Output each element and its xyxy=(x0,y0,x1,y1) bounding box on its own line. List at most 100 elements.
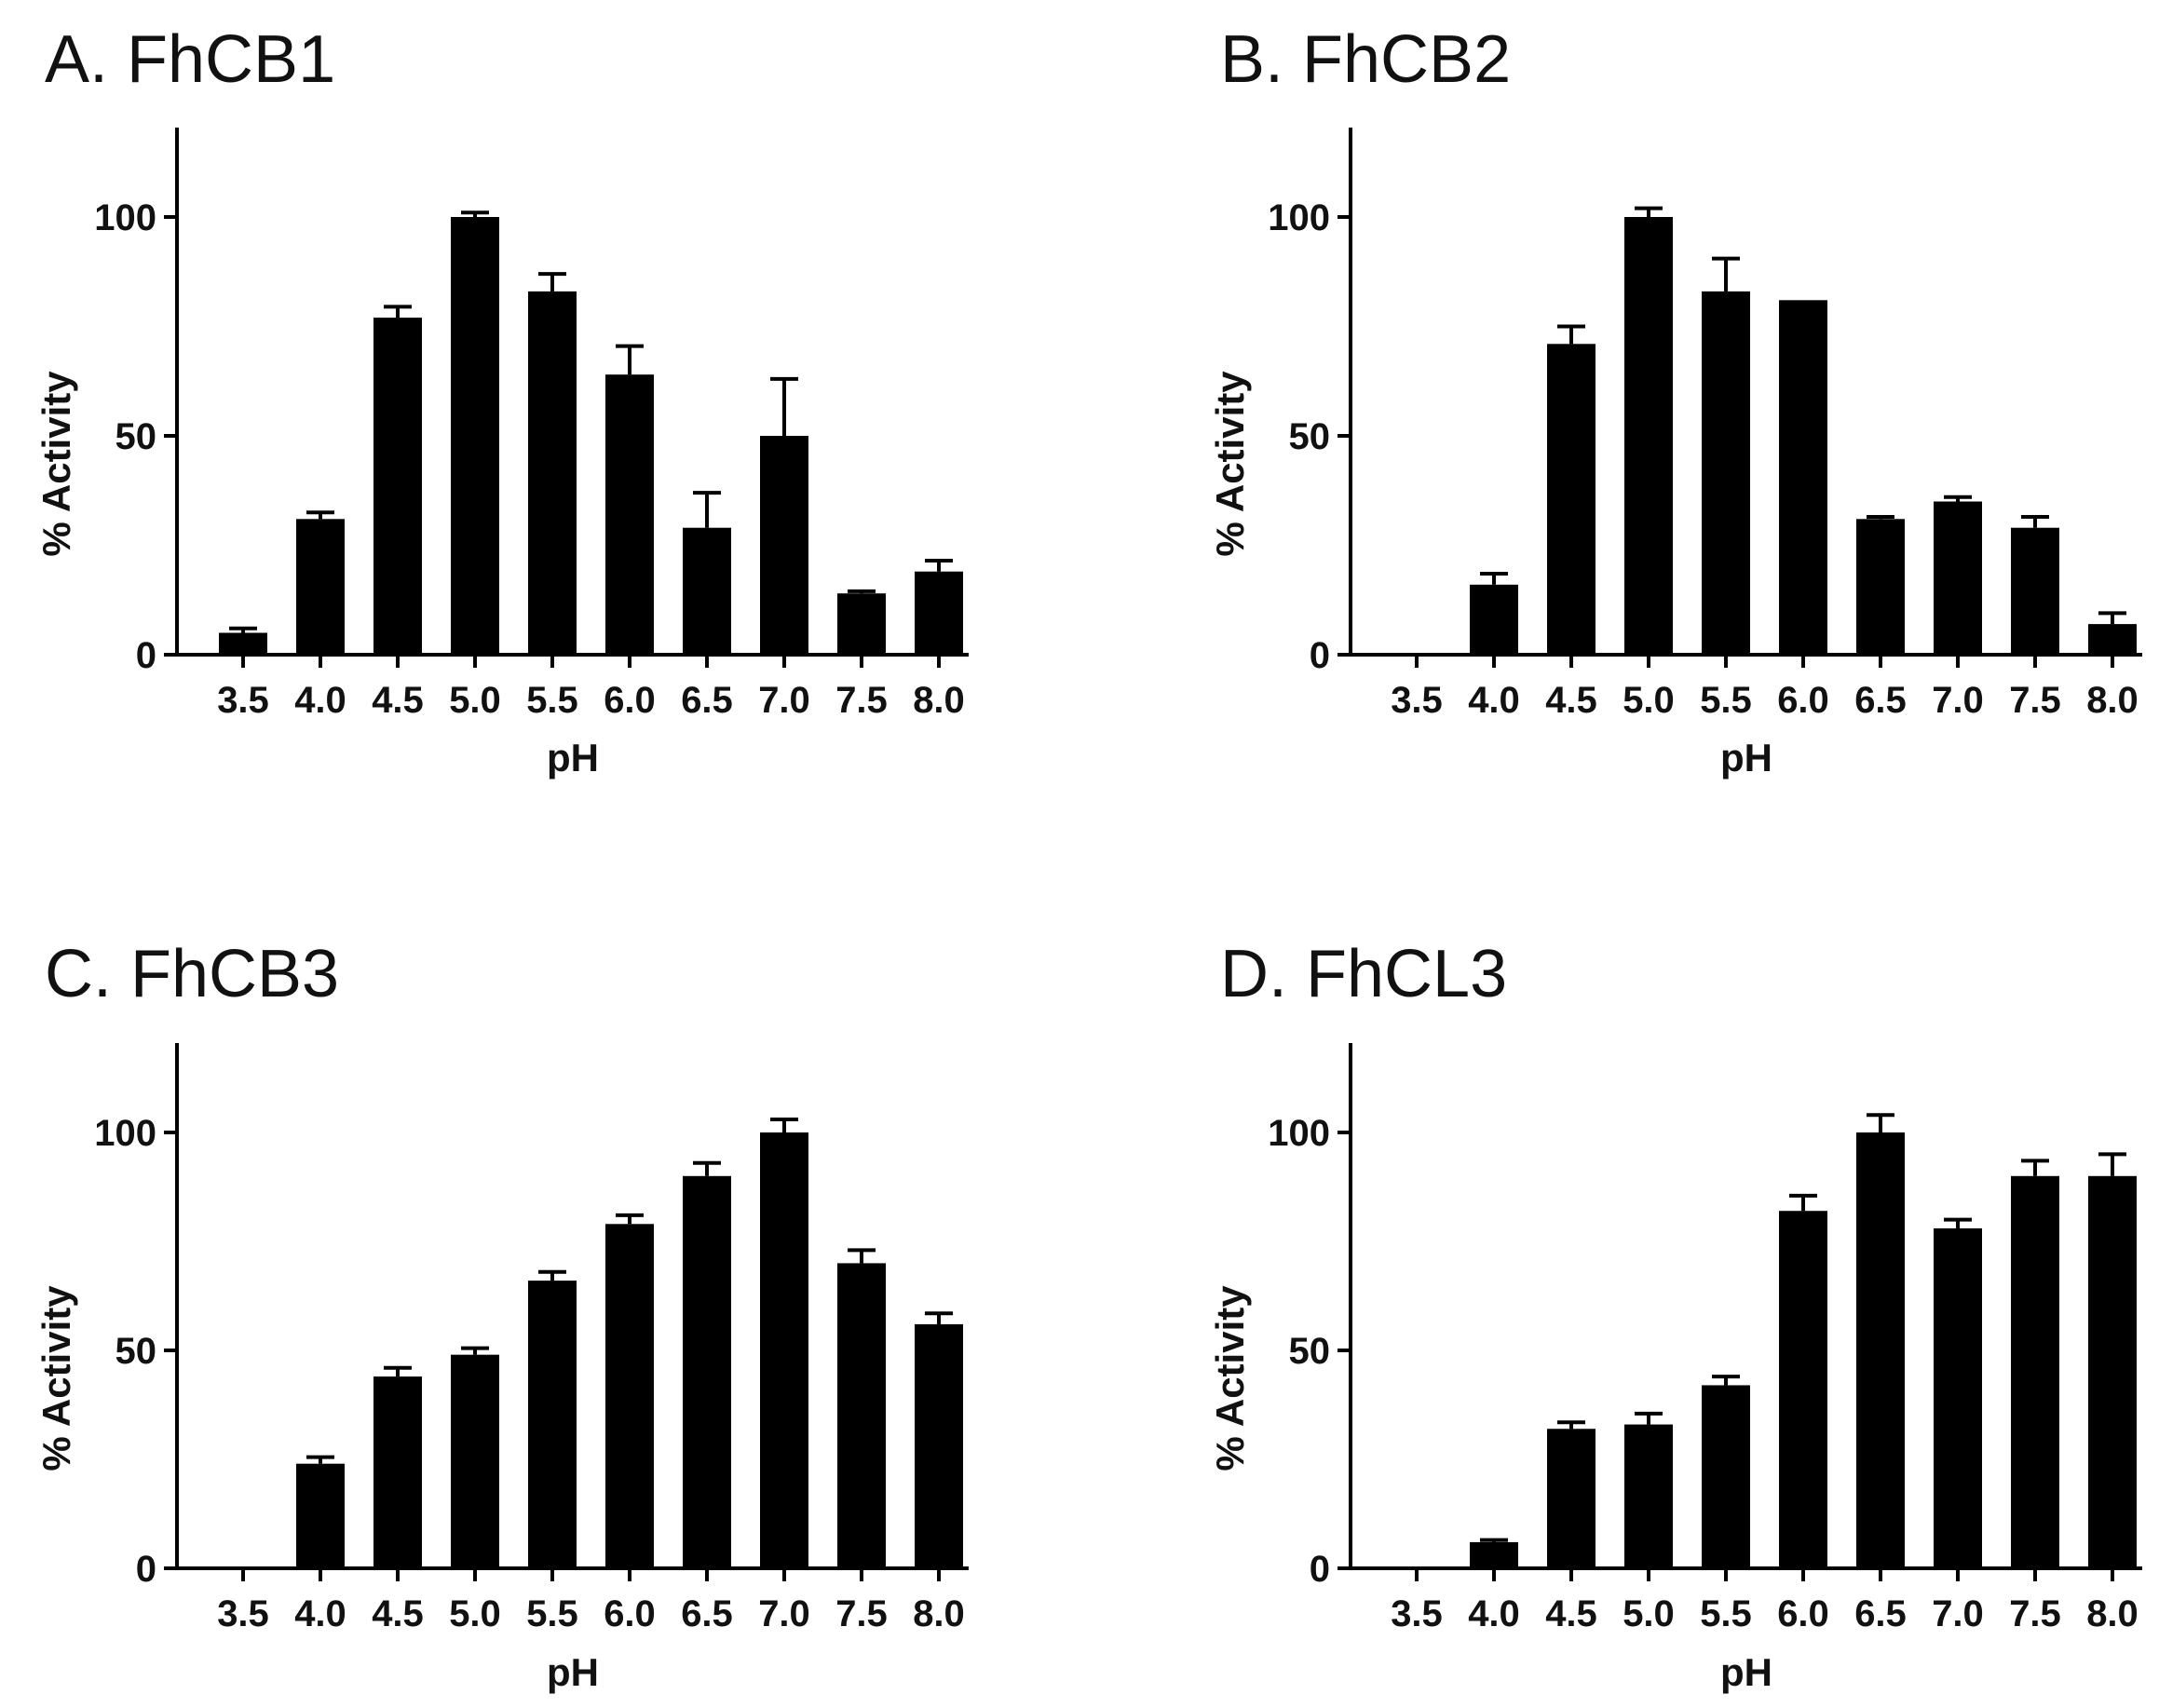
y-tick-label: 0 xyxy=(136,1549,156,1590)
x-tick-label: 6.0 xyxy=(1777,1593,1829,1634)
chart-title: B. FhCB2 xyxy=(1220,22,1511,97)
bar xyxy=(915,1323,963,1568)
x-axis-label: pH xyxy=(1720,736,1772,779)
bar xyxy=(683,1175,731,1568)
x-tick-label: 6.5 xyxy=(681,680,733,721)
y-axis-label: % Activity xyxy=(1208,1285,1252,1471)
chart-panel-4: D. FhCL3 0 50 100 % Activity 3.5 4.0 4.5 5.0 5.5 6… xyxy=(1208,937,2142,1694)
x-tick-label: 6.5 xyxy=(681,1593,733,1634)
bar xyxy=(1624,217,1673,655)
bar xyxy=(683,527,731,655)
x-tick-label: 4.5 xyxy=(1545,1593,1597,1634)
bar xyxy=(528,291,577,655)
bar xyxy=(1470,584,1518,655)
x-tick-label: 5.5 xyxy=(526,680,578,721)
bar xyxy=(1624,1424,1673,1568)
bar xyxy=(2088,624,2137,655)
bar xyxy=(451,217,499,655)
x-tick-label: 6.0 xyxy=(604,1593,656,1634)
bar xyxy=(1934,501,1982,655)
y-tick-label: 0 xyxy=(1310,1549,1330,1590)
x-tick-label: 7.5 xyxy=(835,680,888,721)
y-axis-label: % Activity xyxy=(1208,371,1252,557)
bar xyxy=(219,632,267,655)
x-tick-label: 5.5 xyxy=(1700,1593,1752,1634)
chart-title: D. FhCL3 xyxy=(1220,937,1507,1011)
x-tick-label: 4.0 xyxy=(294,1593,346,1634)
x-tick-label: 7.0 xyxy=(758,680,810,721)
bar xyxy=(1779,1211,1827,1568)
x-tick-label: 8.0 xyxy=(2086,680,2139,721)
x-tick-label: 3.5 xyxy=(1391,1593,1443,1634)
y-tick-label: 100 xyxy=(1268,197,1330,238)
x-tick-label: 4.5 xyxy=(372,680,424,721)
y-tick-label: 50 xyxy=(1289,416,1331,457)
y-tick-label: 0 xyxy=(136,635,156,676)
bar xyxy=(760,436,808,655)
y-tick-label: 50 xyxy=(115,416,157,457)
chart-panel-1: A. FhCB1 0 50 100 % Activity 3.5 4.0 4.5 5.0 5.5 6… xyxy=(34,22,969,779)
x-tick-label: 7.5 xyxy=(835,1593,888,1634)
bar xyxy=(1470,1541,1518,1568)
bar xyxy=(296,1463,345,1568)
x-tick-label: 8.0 xyxy=(2086,1593,2139,1634)
bar xyxy=(1702,1385,1750,1568)
bar xyxy=(605,374,654,655)
chart-title: A. FhCB1 xyxy=(45,22,335,97)
x-tick-label: 8.0 xyxy=(913,680,965,721)
x-axis-label: pH xyxy=(547,736,599,779)
x-tick-label: 6.5 xyxy=(1854,680,1907,721)
x-tick-label: 6.0 xyxy=(604,680,656,721)
bar xyxy=(1702,291,1750,655)
x-tick-label: 7.0 xyxy=(1932,680,1984,721)
x-tick-label: 4.0 xyxy=(1468,680,1520,721)
bar xyxy=(373,318,422,655)
x-tick-label: 4.0 xyxy=(1468,1593,1520,1634)
x-tick-label: 5.0 xyxy=(449,680,501,721)
bar xyxy=(296,519,345,655)
bar xyxy=(528,1281,577,1568)
bar xyxy=(1547,344,1595,655)
y-tick-label: 50 xyxy=(115,1331,157,1372)
bar xyxy=(2088,1175,2137,1568)
bar xyxy=(373,1376,422,1568)
x-tick-label: 3.5 xyxy=(1391,680,1443,721)
y-tick-label: 100 xyxy=(94,197,156,238)
bar xyxy=(1856,1132,1905,1568)
x-tick-label: 5.0 xyxy=(1623,1593,1675,1634)
x-tick-label: 4.5 xyxy=(372,1593,424,1634)
x-tick-label: 3.5 xyxy=(217,680,269,721)
bar xyxy=(2011,527,2059,655)
y-axis-label: % Activity xyxy=(34,371,78,557)
bar xyxy=(760,1132,808,1568)
x-tick-label: 5.5 xyxy=(1700,680,1752,721)
chart-panel-3: C. FhCB3 0 50 100 % Activity 3.5 4.0 4.5 5.0 5.5 6… xyxy=(34,937,969,1694)
bar xyxy=(1547,1429,1595,1568)
y-tick-label: 100 xyxy=(94,1113,156,1154)
x-axis-label: pH xyxy=(547,1650,599,1694)
x-tick-label: 3.5 xyxy=(217,1593,269,1634)
x-tick-label: 6.5 xyxy=(1854,1593,1907,1634)
bar xyxy=(837,593,886,655)
x-tick-label: 7.5 xyxy=(2009,1593,2061,1634)
chart-title: C. FhCB3 xyxy=(45,937,339,1011)
x-tick-label: 5.0 xyxy=(1623,680,1675,721)
bar xyxy=(915,571,963,655)
bar xyxy=(2011,1175,2059,1568)
bar xyxy=(837,1263,886,1568)
y-axis-label: % Activity xyxy=(34,1285,78,1471)
chart-panel-2: B. FhCB2 0 50 100 % Activity 3.5 4.0 4.5 5.0 5.5 6… xyxy=(1208,22,2142,779)
y-tick-label: 50 xyxy=(1289,1331,1331,1372)
x-tick-label: 8.0 xyxy=(913,1593,965,1634)
x-tick-label: 7.0 xyxy=(758,1593,810,1634)
y-tick-label: 100 xyxy=(1268,1113,1330,1154)
x-tick-label: 7.0 xyxy=(1932,1593,1984,1634)
x-tick-label: 5.0 xyxy=(449,1593,501,1634)
x-tick-label: 6.0 xyxy=(1777,680,1829,721)
x-tick-label: 4.5 xyxy=(1545,680,1597,721)
bar xyxy=(605,1224,654,1568)
x-axis-label: pH xyxy=(1720,1650,1772,1694)
y-tick-label: 0 xyxy=(1310,635,1330,676)
x-tick-label: 5.5 xyxy=(526,1593,578,1634)
bar xyxy=(1934,1227,1982,1568)
